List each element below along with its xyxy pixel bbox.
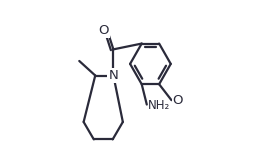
Text: O: O xyxy=(172,94,183,107)
Text: NH₂: NH₂ xyxy=(148,100,171,112)
Text: O: O xyxy=(99,24,109,37)
Text: N: N xyxy=(109,69,118,82)
